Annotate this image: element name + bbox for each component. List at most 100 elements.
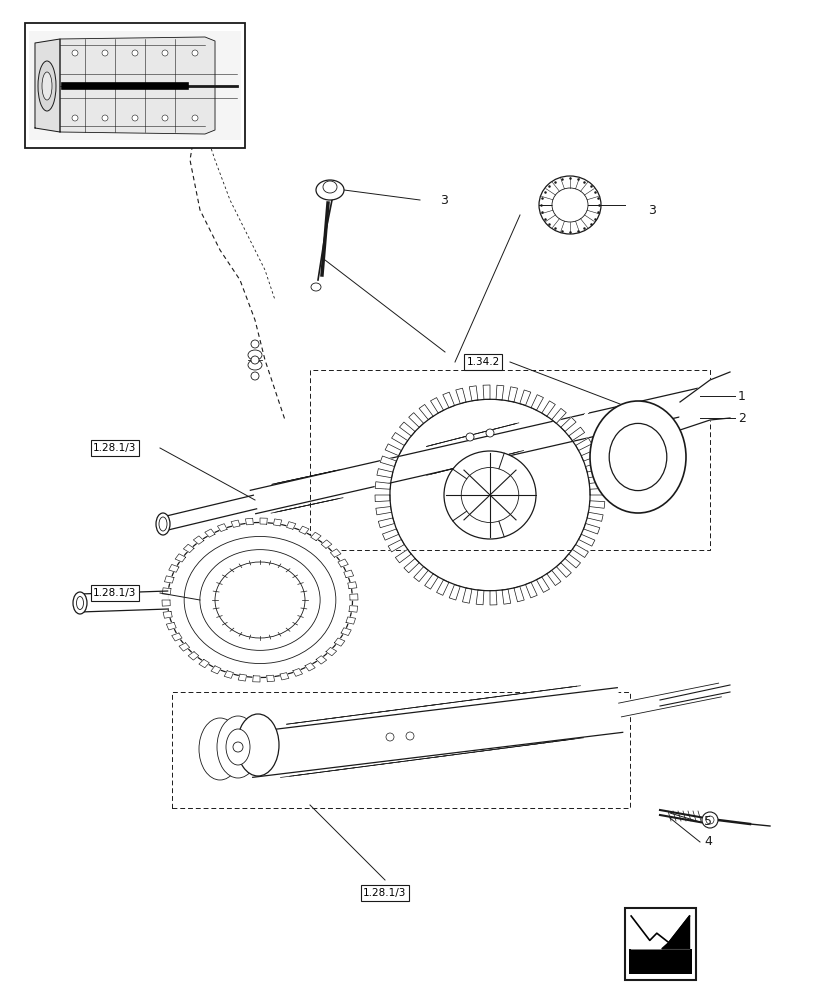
Circle shape [705, 816, 713, 824]
Polygon shape [245, 518, 253, 525]
Polygon shape [286, 686, 583, 776]
Circle shape [466, 433, 473, 441]
Text: 3: 3 [648, 204, 655, 217]
Ellipse shape [73, 592, 87, 614]
Polygon shape [250, 388, 702, 514]
Circle shape [405, 732, 414, 740]
Polygon shape [347, 582, 356, 589]
Polygon shape [394, 549, 411, 563]
Text: 2: 2 [737, 412, 745, 424]
Ellipse shape [248, 350, 261, 360]
Ellipse shape [226, 729, 250, 765]
Bar [629, 949, 691, 974]
Polygon shape [581, 450, 597, 461]
Polygon shape [476, 590, 483, 605]
Polygon shape [252, 676, 260, 682]
Polygon shape [286, 522, 295, 529]
Circle shape [192, 50, 198, 56]
Polygon shape [568, 427, 584, 441]
Polygon shape [495, 385, 504, 400]
Polygon shape [508, 387, 517, 402]
Polygon shape [375, 507, 391, 515]
Ellipse shape [38, 61, 56, 111]
Polygon shape [375, 495, 390, 502]
Polygon shape [409, 413, 423, 427]
Polygon shape [380, 456, 396, 467]
Polygon shape [198, 659, 209, 668]
Polygon shape [310, 532, 321, 541]
Polygon shape [231, 520, 240, 527]
Polygon shape [469, 386, 477, 401]
Ellipse shape [155, 513, 170, 535]
Polygon shape [588, 475, 604, 483]
Text: 1.28.1/3: 1.28.1/3 [93, 588, 136, 598]
Polygon shape [571, 545, 588, 557]
Polygon shape [514, 586, 523, 602]
Polygon shape [382, 529, 399, 540]
Ellipse shape [42, 72, 52, 100]
Polygon shape [436, 580, 448, 595]
Polygon shape [334, 638, 345, 646]
Polygon shape [630, 916, 689, 949]
Ellipse shape [248, 360, 261, 370]
Ellipse shape [217, 716, 259, 778]
Circle shape [72, 115, 78, 121]
Ellipse shape [159, 517, 167, 531]
Text: 1.28.1/3: 1.28.1/3 [93, 443, 136, 453]
Polygon shape [183, 544, 194, 553]
Ellipse shape [215, 562, 304, 638]
Circle shape [701, 812, 717, 828]
Polygon shape [519, 390, 530, 406]
Polygon shape [188, 652, 198, 660]
Polygon shape [482, 385, 490, 399]
Circle shape [72, 50, 78, 56]
Circle shape [251, 340, 259, 348]
Text: 5: 5 [703, 815, 711, 828]
Circle shape [102, 115, 108, 121]
Polygon shape [564, 554, 580, 568]
Polygon shape [348, 606, 357, 612]
Ellipse shape [590, 401, 686, 513]
Circle shape [251, 356, 259, 364]
Ellipse shape [323, 181, 337, 193]
Polygon shape [583, 523, 599, 534]
Polygon shape [679, 372, 729, 430]
Polygon shape [280, 673, 289, 680]
Bar [25, 23, 245, 148]
Polygon shape [238, 674, 246, 681]
Ellipse shape [184, 536, 336, 664]
Polygon shape [60, 37, 215, 134]
Polygon shape [299, 526, 308, 534]
Polygon shape [161, 495, 256, 531]
Polygon shape [266, 675, 275, 682]
Polygon shape [175, 554, 185, 562]
Polygon shape [391, 433, 407, 445]
Ellipse shape [237, 714, 279, 776]
Circle shape [485, 429, 494, 437]
Text: 1.28.1/3: 1.28.1/3 [363, 888, 406, 898]
Polygon shape [404, 558, 418, 573]
Polygon shape [272, 470, 342, 512]
Polygon shape [293, 668, 302, 676]
Polygon shape [79, 591, 168, 612]
Polygon shape [551, 408, 566, 423]
Polygon shape [163, 611, 172, 618]
Polygon shape [546, 570, 560, 586]
Polygon shape [224, 671, 233, 678]
Polygon shape [211, 666, 221, 674]
Polygon shape [341, 628, 351, 636]
Polygon shape [169, 564, 179, 572]
Polygon shape [490, 591, 496, 605]
Polygon shape [326, 647, 337, 656]
Ellipse shape [198, 718, 241, 780]
Text: 1: 1 [737, 389, 745, 402]
Polygon shape [426, 423, 523, 474]
Polygon shape [462, 588, 471, 603]
Polygon shape [430, 398, 443, 413]
Ellipse shape [538, 176, 600, 234]
Polygon shape [556, 563, 571, 577]
Polygon shape [589, 501, 604, 508]
Circle shape [251, 372, 259, 380]
Polygon shape [378, 518, 394, 528]
Polygon shape [585, 462, 601, 472]
